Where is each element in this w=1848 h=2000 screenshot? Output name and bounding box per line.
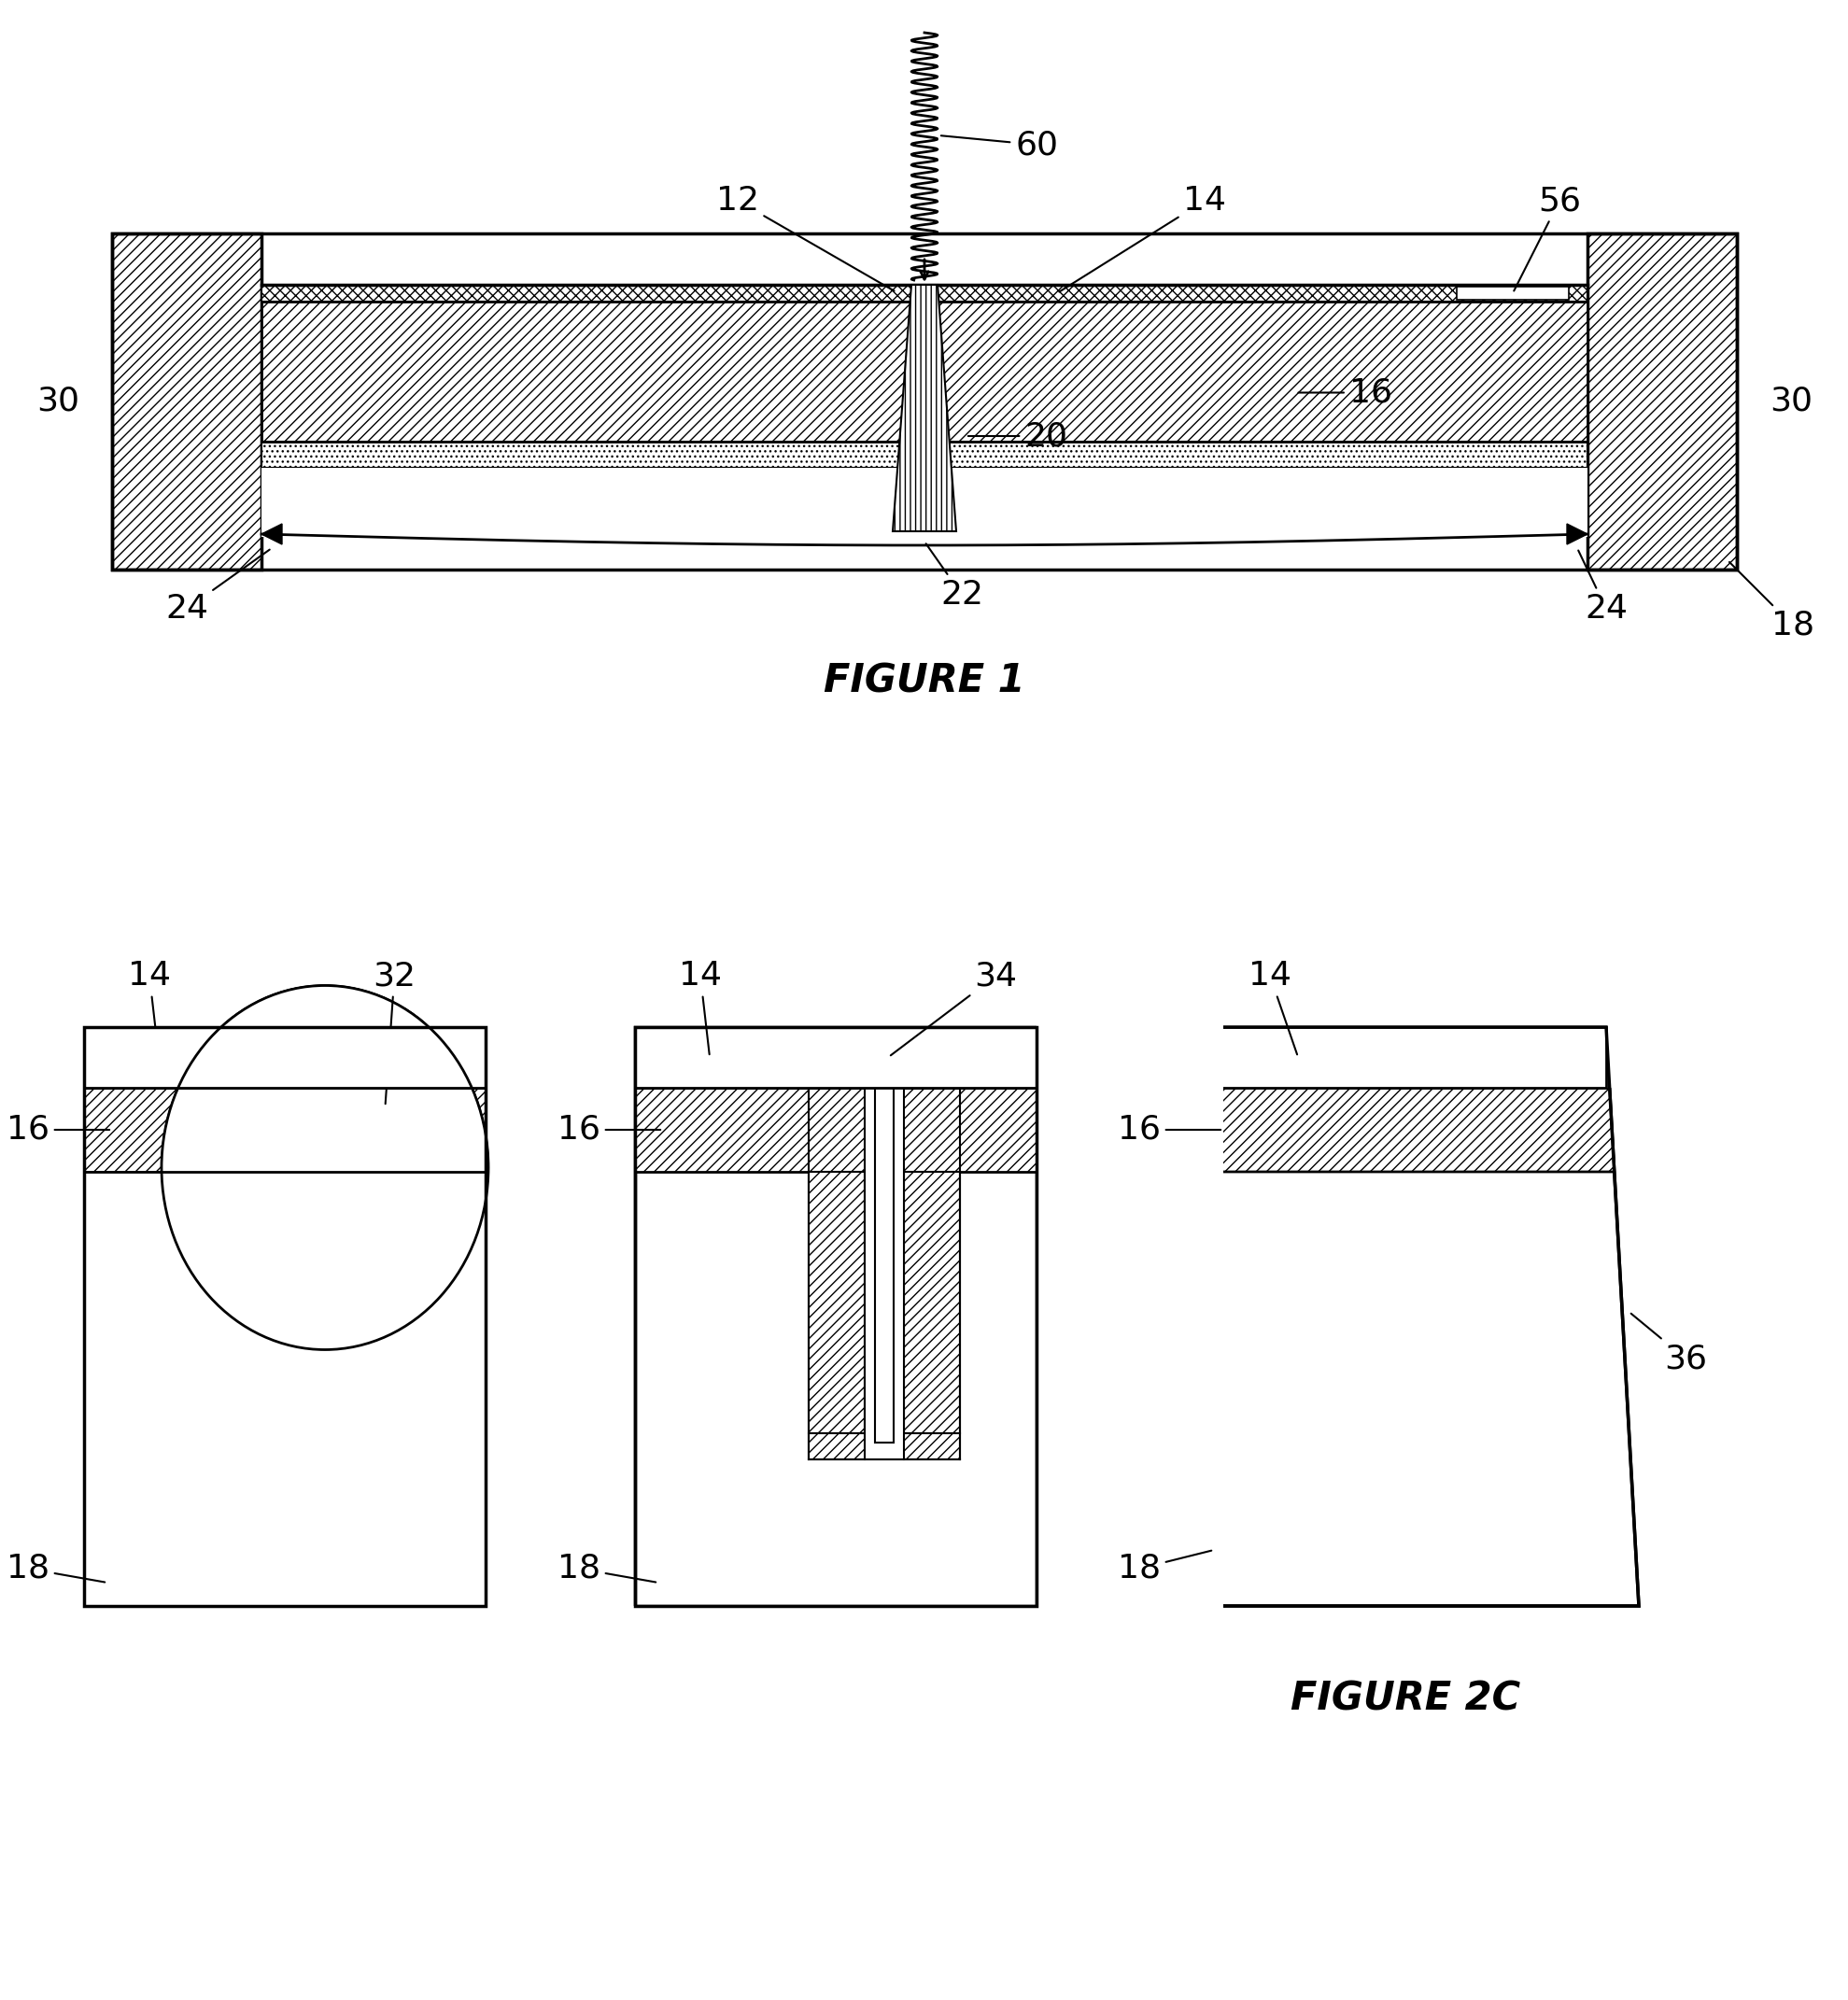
Text: 18: 18 [1730, 562, 1815, 642]
Bar [808, 1434, 959, 1460]
Bar [636, 1028, 1037, 1606]
Bar [1205, 1028, 1606, 1088]
Ellipse shape [161, 986, 488, 1350]
Bar [83, 1088, 486, 1172]
Text: 16: 16 [558, 1114, 660, 1146]
Bar [113, 234, 1737, 570]
Bar [83, 1088, 486, 1172]
Text: 32: 32 [373, 960, 416, 1104]
Text: 16: 16 [1299, 376, 1392, 408]
Bar [83, 1028, 486, 1606]
Ellipse shape [161, 986, 488, 1350]
Bar [83, 1028, 486, 1088]
Bar [1456, 286, 1569, 300]
Text: FIGURE 2B: FIGURE 2B [721, 1680, 952, 1718]
Text: 34: 34 [891, 960, 1018, 1056]
Text: FIGURE 1: FIGURE 1 [824, 662, 1026, 702]
Bar [261, 442, 1587, 468]
Bar [79, 1172, 490, 1750]
Bar [261, 284, 1587, 302]
Bar [1168, 1022, 1643, 1088]
Text: 14: 14 [678, 960, 723, 1054]
Text: 14: 14 [1249, 960, 1297, 1054]
Bar [83, 1028, 486, 1088]
Text: 18: 18 [558, 1552, 656, 1584]
Text: 24: 24 [1578, 550, 1628, 624]
Bar [83, 1028, 486, 1088]
Bar [261, 468, 1587, 536]
Bar [1037, 1018, 1223, 1616]
Bar [626, 1606, 1046, 1792]
Bar [636, 1028, 1037, 1088]
Bar [113, 234, 261, 570]
Bar [79, 1022, 490, 1088]
Polygon shape [1172, 1028, 1639, 1606]
Polygon shape [893, 284, 955, 532]
Text: 16: 16 [1118, 1114, 1222, 1146]
Bar [79, 1022, 490, 1088]
Text: 14: 14 [128, 960, 170, 1054]
Bar [636, 1028, 1037, 1606]
Text: 30: 30 [1770, 386, 1813, 418]
Bar [904, 1172, 959, 1434]
Bar [1587, 234, 1737, 570]
Text: FIGURE 2A: FIGURE 2A [168, 1680, 401, 1718]
Text: 20: 20 [968, 420, 1068, 452]
Text: 30: 30 [37, 386, 79, 418]
Text: 18: 18 [7, 1552, 105, 1584]
Bar [808, 1088, 865, 1434]
Text: 14: 14 [1059, 184, 1225, 292]
Bar [79, 1022, 490, 1176]
Bar [865, 1088, 904, 1460]
Text: 56: 56 [1514, 184, 1580, 290]
Polygon shape [1567, 524, 1587, 544]
Bar [874, 1088, 893, 1442]
Bar [1205, 1028, 1606, 1088]
Bar [636, 1088, 1037, 1172]
Polygon shape [1196, 1088, 1615, 1172]
Text: 22: 22 [926, 544, 983, 610]
Ellipse shape [161, 986, 488, 1350]
Bar [808, 1172, 865, 1434]
Bar [636, 1028, 1037, 1088]
Text: 24: 24 [164, 550, 270, 624]
Bar [636, 1088, 865, 1172]
Text: 36: 36 [1632, 1314, 1708, 1374]
Text: 18: 18 [1118, 1550, 1212, 1584]
Bar [904, 1088, 959, 1434]
Text: FIGURE 2C: FIGURE 2C [1290, 1680, 1521, 1718]
Polygon shape [261, 524, 283, 544]
Bar [904, 1088, 1037, 1172]
Text: 60: 60 [941, 128, 1059, 160]
Text: 12: 12 [717, 184, 894, 290]
Bar [808, 1406, 959, 1452]
Bar [261, 302, 1587, 442]
Text: 16: 16 [7, 1114, 109, 1146]
Bar [83, 1028, 486, 1606]
